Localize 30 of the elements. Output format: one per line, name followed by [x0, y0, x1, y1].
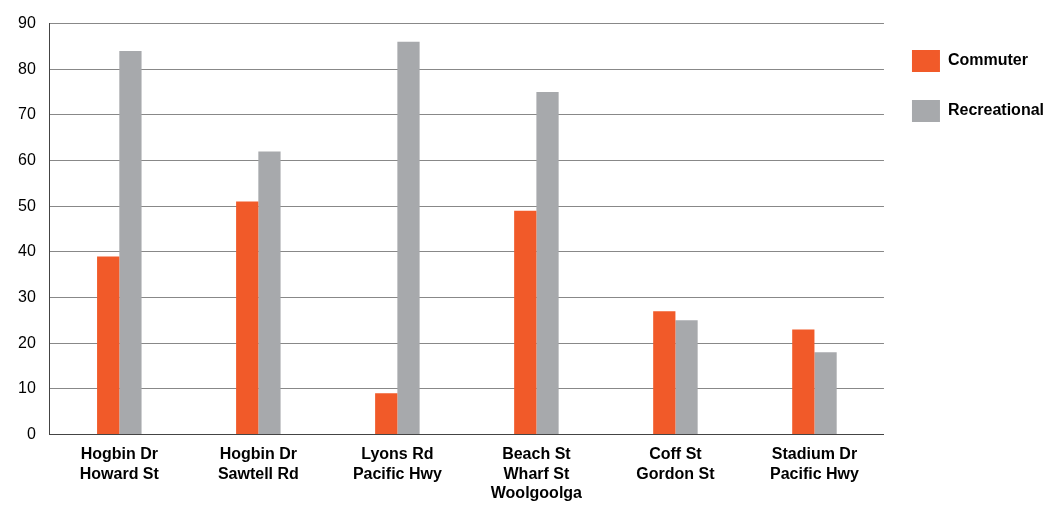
bar [236, 201, 259, 434]
bar [375, 393, 398, 434]
y-tick-label: 0 [26, 424, 36, 442]
x-tick-label: Lyons Rd Pacific Hwy [352, 445, 442, 482]
y-tick-label: 60 [18, 150, 36, 168]
legend-label: Recreational [947, 101, 1045, 119]
x-tick-label: Stadium Dr Pacific Hwy [769, 445, 860, 482]
y-tick-label: 80 [18, 59, 36, 77]
x-tick-label: Hogbin Dr Sawtell Rd [217, 445, 299, 482]
bar [97, 256, 120, 434]
y-tick-label: 10 [18, 379, 36, 397]
bar [675, 320, 698, 434]
bar [258, 151, 281, 434]
bar [397, 41, 420, 434]
y-tick-label: 30 [18, 287, 36, 305]
bar [814, 352, 837, 434]
legend-label: Commuter [947, 51, 1028, 69]
y-tick-label: 90 [18, 14, 36, 32]
y-tick-label: 40 [18, 242, 36, 260]
bar [792, 329, 815, 434]
y-tick-label: 70 [18, 105, 36, 123]
bar [653, 311, 676, 434]
bar [119, 50, 142, 434]
y-tick-label: 50 [18, 196, 36, 214]
x-tick-label: Hogbin Dr Howard St [79, 445, 160, 482]
x-tick-label: Beach St Wharf St Woolgoolga [490, 445, 583, 501]
bar [536, 92, 559, 434]
x-tick-label: Coff St Gordon St [636, 445, 716, 482]
bar [514, 210, 537, 434]
y-tick-label: 20 [18, 333, 36, 351]
